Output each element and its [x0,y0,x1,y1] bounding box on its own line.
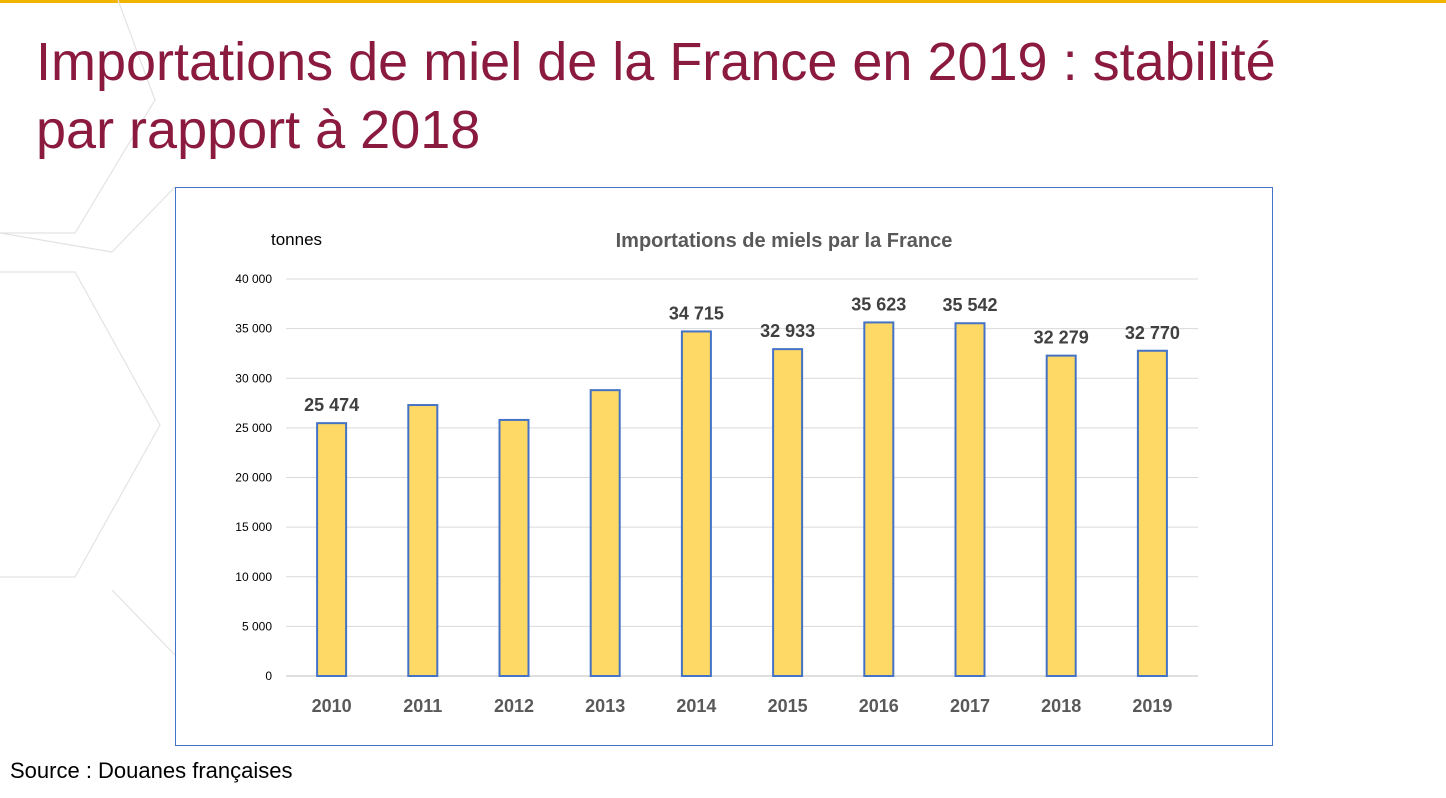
y-tick-label: 5 000 [242,619,272,633]
slide-title-line2: par rapport à 2018 [36,100,481,160]
slide-title-line1: Importations de miel de la France en 201… [36,32,1276,92]
bars [316,321,1168,678]
bar [680,330,712,678]
chart-title: Importations de miels par la France [616,230,953,252]
data-label: 35 542 [942,295,997,315]
data-labels: 25 474 34 715 32 933 35 623 35 542 32 279 32 7… [304,294,1180,415]
data-label: 35 623 [851,294,906,314]
bar [772,348,804,677]
x-tick-label: 2013 [585,696,625,716]
honey-imports-bar-chart: Importations de miels par la France tonn… [235,230,1198,716]
y-tick-label: 25 000 [235,421,272,435]
y-tick-label: 20 000 [235,471,272,485]
data-label: 25 474 [304,395,359,415]
x-axis-tick-labels: 2010 2011 2012 2013 2014 2015 2016 2017 2018 2019 [312,696,1173,716]
bar [589,389,621,677]
x-tick-label: 2015 [768,696,808,716]
x-tick-label: 2016 [859,696,899,716]
bar [1045,354,1077,677]
x-tick-label: 2011 [403,696,442,716]
top-accent-rule [0,0,1446,3]
x-tick-label: 2010 [312,696,352,716]
data-label: 32 770 [1125,323,1180,343]
chart-frame: Importations de miels par la France tonn… [175,187,1273,746]
x-tick-label: 2018 [1041,696,1081,716]
y-tick-label: 35 000 [235,322,272,336]
bar [498,418,530,677]
x-tick-label: 2019 [1132,696,1172,716]
data-label: 32 933 [760,321,815,341]
x-tick-label: 2017 [950,696,990,716]
y-tick-label: 40 000 [235,272,272,286]
data-label: 34 715 [669,303,724,323]
bar [407,404,439,678]
bar [1136,349,1168,677]
y-tick-label: 15 000 [235,520,272,534]
y-unit-label: tonnes [271,230,322,249]
source-note: Source : Douanes françaises [10,758,293,783]
x-tick-label: 2014 [676,696,716,716]
y-tick-label: 0 [265,669,272,683]
bar [316,422,348,677]
data-label: 32 279 [1034,328,1089,348]
bar [954,322,986,678]
slide-title: Importations de miel de la France en 201… [36,28,1436,164]
y-tick-label: 10 000 [235,570,272,584]
bar [863,321,895,678]
x-tick-label: 2012 [494,696,534,716]
y-tick-label: 30 000 [235,371,272,385]
y-axis-tick-labels: 0 5 000 10 000 15 000 20 000 25 000 30 000 35 0… [235,272,272,683]
